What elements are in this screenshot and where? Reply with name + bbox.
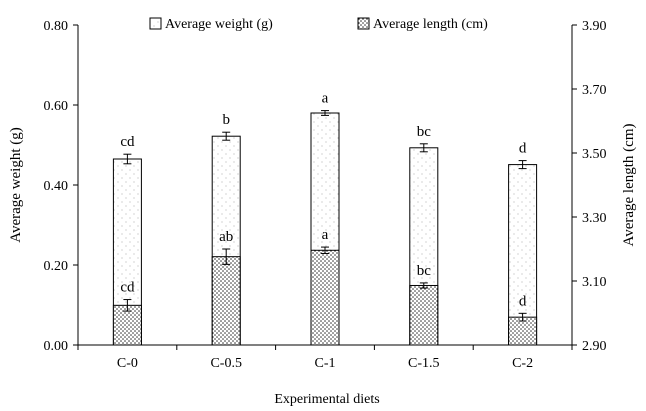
y-left-axis-label: Average weight (g)	[8, 127, 24, 243]
bar-length	[310, 249, 340, 346]
letter-weight: cd	[120, 134, 135, 150]
x-tick-label: C-1.5	[408, 356, 440, 371]
bar-length	[409, 284, 439, 346]
y-right-tick-label: 3.10	[582, 275, 607, 290]
letter-length: bc	[417, 263, 432, 279]
y-left-tick-label: 0.80	[44, 19, 69, 34]
y-left-tick-label: 0.60	[44, 99, 69, 114]
y-right-tick-label: 3.50	[582, 147, 607, 162]
y-right-tick-label: 3.90	[582, 19, 607, 34]
y-right-tick-label: 2.90	[582, 339, 607, 354]
legend-swatch-weight	[149, 17, 162, 30]
y-right-axis-label: Average length (cm)	[621, 123, 637, 246]
y-right-tick-label: 3.30	[582, 211, 607, 226]
legend-label-weight: Average weight (g)	[165, 17, 273, 32]
bar-length	[112, 304, 142, 346]
x-axis-label: Experimental diets	[274, 392, 379, 407]
letter-weight: d	[519, 141, 527, 157]
letter-weight: bc	[417, 124, 432, 140]
letter-length: ab	[219, 229, 233, 245]
legend: Average weight (g) Average length (cm)	[149, 17, 488, 32]
y-left-tick-label: 0.00	[44, 339, 69, 354]
x-tick-label: C-1	[315, 356, 336, 371]
plot-area: cd cd C-0 b ab C-0.5 a a C-1 bc bc C-1.5 d d C-2 0.00 0.…	[44, 19, 607, 371]
letter-weight: b	[222, 112, 230, 128]
y-left-tick-label: 0.40	[44, 179, 69, 194]
letter-length: cd	[120, 280, 135, 296]
x-tick-label: C-0.5	[210, 356, 242, 371]
legend-swatch-length	[357, 17, 370, 30]
letter-weight: a	[322, 91, 329, 107]
y-left-tick-label: 0.20	[44, 259, 69, 274]
letter-length: a	[322, 227, 329, 243]
legend-label-length: Average length (cm)	[373, 17, 488, 32]
y-right-tick-label: 3.70	[582, 83, 607, 98]
bar-length	[211, 256, 241, 346]
letter-length: d	[519, 293, 527, 309]
x-tick-label: C-2	[512, 356, 533, 371]
x-tick-label: C-0	[117, 356, 138, 371]
